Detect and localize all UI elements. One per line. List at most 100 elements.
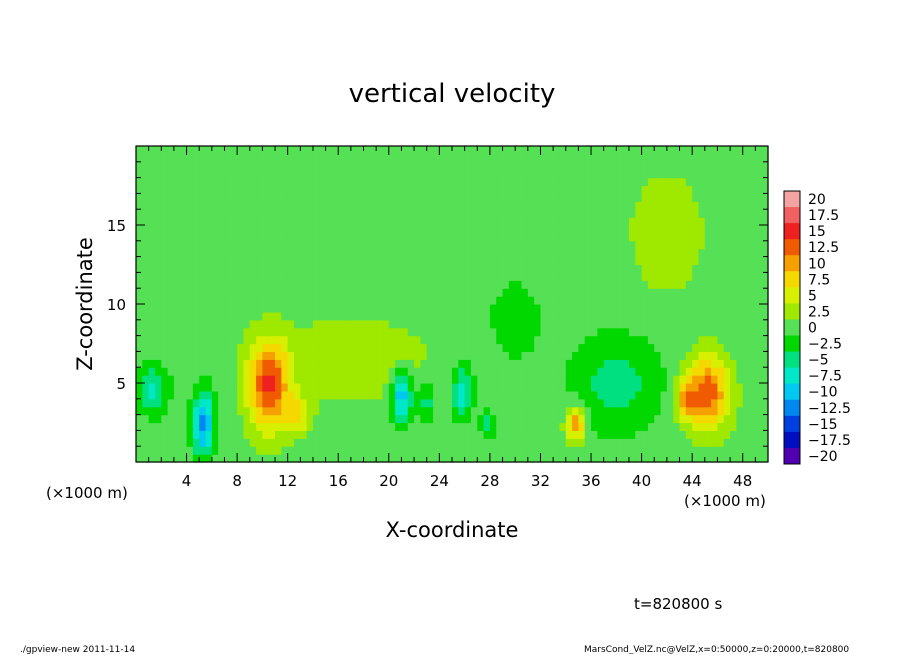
heatmap-cell <box>572 319 579 329</box>
heatmap-cell <box>218 335 226 345</box>
heatmap-cell <box>173 304 181 313</box>
heatmap-cell <box>736 193 744 202</box>
heatmap-cell <box>591 272 598 281</box>
heatmap-cell <box>641 296 649 305</box>
heatmap-cell <box>369 398 377 408</box>
heatmap-cell <box>382 232 390 242</box>
heatmap-cell <box>521 146 529 155</box>
heatmap-cell <box>515 454 523 463</box>
heatmap-cell <box>692 367 700 376</box>
heatmap-cell <box>287 422 295 431</box>
heatmap-cell <box>572 153 579 163</box>
heatmap-cell <box>540 446 548 455</box>
heatmap-cell <box>407 327 415 337</box>
heatmap-cell <box>723 169 731 179</box>
heatmap-cell <box>458 217 466 226</box>
heatmap-cell <box>294 288 301 297</box>
heatmap-cell <box>654 146 662 155</box>
heatmap-cell <box>173 201 181 210</box>
heatmap-cell <box>306 367 314 376</box>
heatmap-cell <box>647 177 655 187</box>
heatmap-cell <box>546 161 554 171</box>
heatmap-cell <box>287 153 295 163</box>
heatmap-cell <box>527 422 535 431</box>
heatmap-cell <box>211 209 219 218</box>
heatmap-cell <box>742 177 750 187</box>
heatmap-cell <box>331 146 339 155</box>
heatmap-cell <box>761 169 769 179</box>
heatmap-cell <box>452 185 459 194</box>
heatmap-cell <box>546 446 554 455</box>
heatmap-cell <box>275 414 282 424</box>
heatmap-cell <box>616 264 624 273</box>
heatmap-cell <box>546 272 554 281</box>
heatmap-cell <box>515 193 523 202</box>
heatmap-cell <box>433 319 440 329</box>
heatmap-cell <box>559 375 567 384</box>
heatmap-cell <box>508 217 516 226</box>
heatmap-cell <box>742 161 750 171</box>
heatmap-cell <box>180 240 188 250</box>
heatmap-cell <box>698 304 706 313</box>
heatmap-cell <box>755 256 763 266</box>
heatmap-cell <box>407 359 415 368</box>
heatmap-cell <box>281 201 289 210</box>
heatmap-cell <box>338 201 346 210</box>
heatmap-cell <box>237 217 245 226</box>
heatmap-cell <box>439 343 447 352</box>
heatmap-cell <box>249 335 257 345</box>
heatmap-cell <box>414 304 421 313</box>
heatmap-cell <box>616 422 624 431</box>
heatmap-cell <box>249 438 257 447</box>
heatmap-cell <box>761 438 769 447</box>
heatmap-cell <box>230 280 238 289</box>
heatmap-cell <box>243 209 251 218</box>
heatmap-cell <box>173 240 181 250</box>
heatmap-cell <box>395 232 403 242</box>
heatmap-cell <box>161 335 169 345</box>
heatmap-cell <box>218 398 226 408</box>
heatmap-cell <box>685 422 693 431</box>
heatmap-cell <box>136 375 143 384</box>
heatmap-cell <box>711 209 719 218</box>
heatmap-cell <box>224 288 232 297</box>
heatmap-cell <box>281 185 289 194</box>
heatmap-cell <box>256 201 263 210</box>
heatmap-cell <box>401 367 409 376</box>
heatmap-cell <box>306 280 314 289</box>
heatmap-cell <box>515 343 523 352</box>
heatmap-cell <box>382 359 390 368</box>
colorbar-label: −10 <box>808 385 838 401</box>
heatmap-cell <box>565 256 573 266</box>
heatmap-cell <box>382 335 390 345</box>
heatmap-cell <box>401 201 409 210</box>
heatmap-cell <box>565 311 573 321</box>
heatmap-cell <box>237 383 245 392</box>
heatmap-cell <box>546 375 554 384</box>
heatmap-cell <box>243 367 251 376</box>
heatmap-cell <box>218 383 226 392</box>
heatmap-cell <box>527 288 535 297</box>
heatmap-cell <box>331 288 339 297</box>
heatmap-cell <box>218 256 226 266</box>
heatmap-cell <box>306 240 314 250</box>
heatmap-cell <box>508 319 516 329</box>
heatmap-cell <box>553 383 561 392</box>
heatmap-cell <box>142 280 150 289</box>
heatmap-cell <box>275 311 282 321</box>
heatmap-cell <box>445 359 453 368</box>
heatmap-cell <box>243 351 251 360</box>
heatmap-cell <box>679 296 687 305</box>
heatmap-cell <box>565 161 573 171</box>
heatmap-cell <box>628 375 636 384</box>
heatmap-cell <box>331 201 339 210</box>
heatmap-cell <box>306 161 314 171</box>
heatmap-cell <box>742 248 750 258</box>
heatmap-cell <box>275 383 282 392</box>
heatmap-cell <box>243 414 251 424</box>
heatmap-cell <box>673 232 681 242</box>
heatmap-cell <box>382 240 390 250</box>
heatmap-cell <box>294 161 301 171</box>
heatmap-cell <box>540 146 548 155</box>
heatmap-cell <box>300 272 308 281</box>
